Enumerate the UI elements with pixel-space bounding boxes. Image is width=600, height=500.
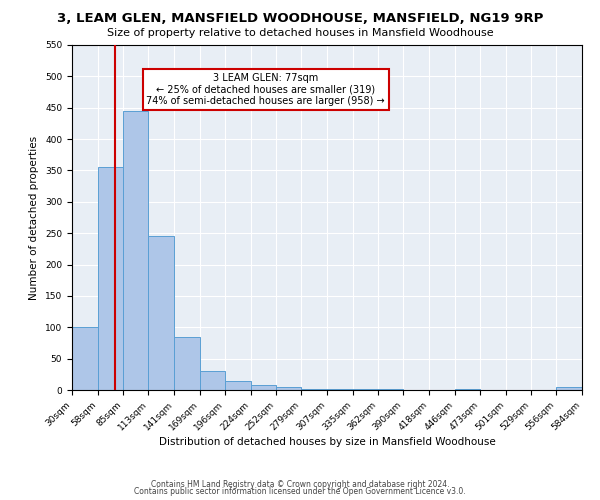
Text: 3 LEAM GLEN: 77sqm
← 25% of detached houses are smaller (319)
74% of semi-detach: 3 LEAM GLEN: 77sqm ← 25% of detached hou… [146,72,385,106]
Bar [148,236,174,390]
Bar [327,388,353,390]
Text: 3, LEAM GLEN, MANSFIELD WOODHOUSE, MANSFIELD, NG19 9RP: 3, LEAM GLEN, MANSFIELD WOODHOUSE, MANSF… [57,12,543,26]
Text: Size of property relative to detached houses in Mansfield Woodhouse: Size of property relative to detached ho… [107,28,493,38]
Bar [251,385,277,390]
Y-axis label: Number of detached properties: Number of detached properties [29,136,40,300]
Bar [301,388,327,390]
Bar [225,380,251,390]
Bar [556,387,582,390]
Bar [200,371,225,390]
Bar [122,111,148,390]
Bar [72,328,98,390]
X-axis label: Distribution of detached houses by size in Mansfield Woodhouse: Distribution of detached houses by size … [158,438,496,448]
Bar [98,168,122,390]
Text: Contains public sector information licensed under the Open Government Licence v3: Contains public sector information licen… [134,488,466,496]
Bar [174,336,200,390]
Text: Contains HM Land Registry data © Crown copyright and database right 2024.: Contains HM Land Registry data © Crown c… [151,480,449,489]
Bar [277,387,301,390]
